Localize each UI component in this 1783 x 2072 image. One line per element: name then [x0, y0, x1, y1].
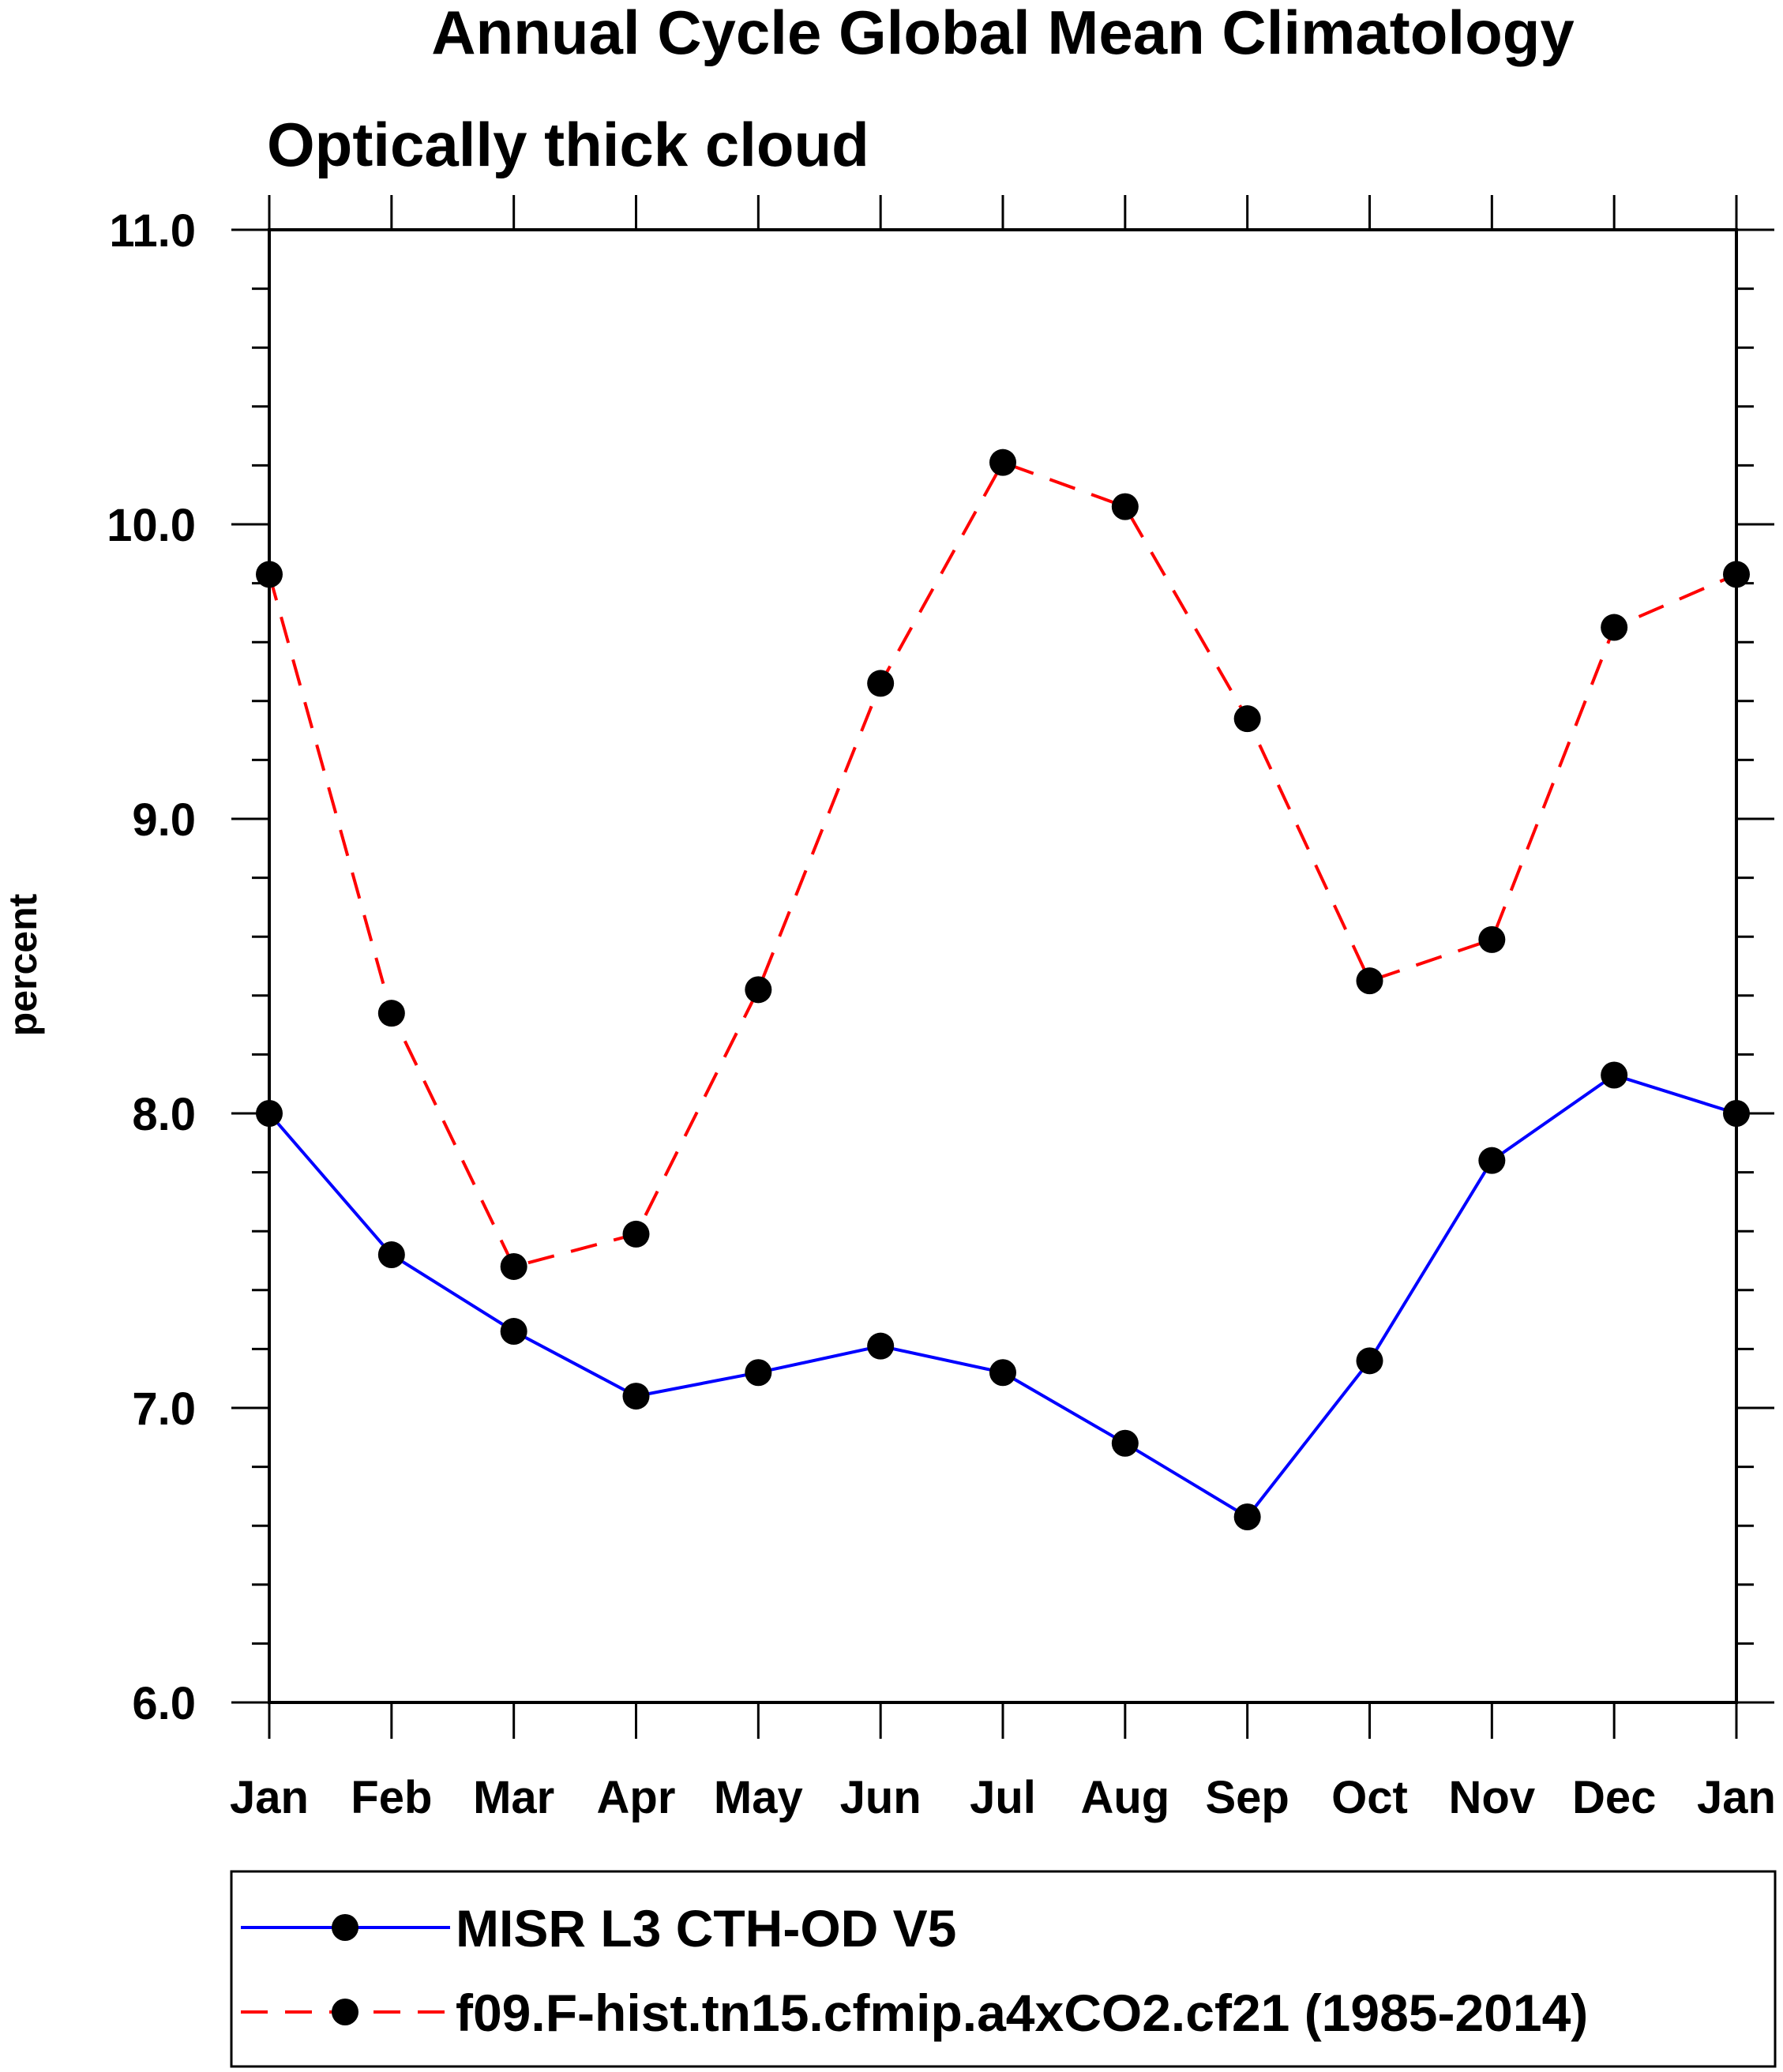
x-tick-label: Sep: [1205, 1772, 1289, 1823]
data-point-series-1: [622, 1220, 650, 1248]
x-tick-label: Jul: [970, 1772, 1036, 1823]
x-tick-label: Jan: [1697, 1772, 1776, 1823]
data-point-series-1: [1356, 967, 1383, 995]
data-point-series-1: [1723, 561, 1750, 588]
legend-box: [230, 1870, 1777, 2068]
y-tick-label: 7.0: [132, 1383, 196, 1435]
chart-subtitle: Optically thick cloud: [267, 110, 869, 179]
x-tick-label: Oct: [1331, 1772, 1408, 1823]
data-point-series-1: [1478, 925, 1506, 953]
data-point-series-0: [622, 1383, 650, 1410]
x-tick-label: Dec: [1572, 1772, 1656, 1823]
data-point-series-0: [377, 1241, 405, 1269]
x-tick-label: Feb: [351, 1772, 432, 1823]
x-tick-label: May: [714, 1772, 803, 1823]
y-tick-label: 10.0: [107, 500, 196, 551]
data-point-series-0: [256, 1100, 283, 1127]
y-axis-label: percent: [1, 893, 45, 1036]
data-point-series-1: [867, 670, 895, 697]
x-tick-label: Jan: [230, 1772, 309, 1823]
data-point-series-0: [989, 1359, 1016, 1387]
data-point-series-1: [1601, 614, 1628, 641]
series-line-1: [268, 460, 1737, 1269]
x-tick-label: Mar: [473, 1772, 554, 1823]
data-point-series-0: [1601, 1061, 1628, 1089]
data-point-series-1: [745, 976, 772, 1004]
legend-label-model: f09.F-hist.tn15.cfmip.a4xCO2.cf21 (1985-…: [456, 1984, 1588, 2042]
x-axis-ticks: Jan Feb Mar Apr May Jun Jul Aug Sep Oct Nov Dec Jan: [230, 195, 1776, 1823]
y-tick-label: 8.0: [132, 1089, 196, 1140]
data-point-series-0: [500, 1318, 527, 1346]
legend-marker-model: [332, 1999, 358, 2025]
data-point-series-0: [867, 1332, 895, 1360]
data-point-series-0: [1233, 1503, 1261, 1531]
y-tick-label: 6.0: [132, 1678, 196, 1729]
data-point-series-1: [1111, 493, 1139, 520]
series-layer: [256, 449, 1750, 1531]
data-point-series-1: [1233, 705, 1261, 733]
data-point-series-0: [1478, 1147, 1506, 1174]
data-point-series-1: [256, 561, 283, 588]
y-tick-label: 9.0: [132, 794, 196, 846]
x-tick-label: Aug: [1080, 1772, 1169, 1823]
legend-marker-misr: [332, 1914, 358, 1941]
y-tick-label: 11.0: [109, 205, 196, 257]
data-point-series-1: [377, 1000, 405, 1027]
data-point-series-0: [1356, 1347, 1383, 1375]
data-point-series-0: [1723, 1100, 1750, 1127]
x-tick-label: Apr: [597, 1772, 676, 1823]
legend-label-misr: MISR L3 CTH-OD V5: [456, 1899, 956, 1958]
chart-title: Annual Cycle Global Mean Climatology: [431, 0, 1575, 67]
x-tick-label: Jun: [840, 1772, 922, 1823]
data-point-series-0: [745, 1359, 772, 1387]
series-line-0: [268, 1073, 1737, 1519]
data-point-series-1: [989, 449, 1016, 476]
y-axis-ticks: 6.0 7.0 8.0 9.0 10.0 11.0: [107, 205, 1774, 1729]
legend: MISR L3 CTH-OD V5 f09.F-hist.tn15.cfmip.…: [230, 1870, 1777, 2068]
x-tick-label: Nov: [1449, 1772, 1536, 1823]
data-point-series-1: [500, 1252, 527, 1280]
data-point-series-0: [1111, 1429, 1139, 1457]
